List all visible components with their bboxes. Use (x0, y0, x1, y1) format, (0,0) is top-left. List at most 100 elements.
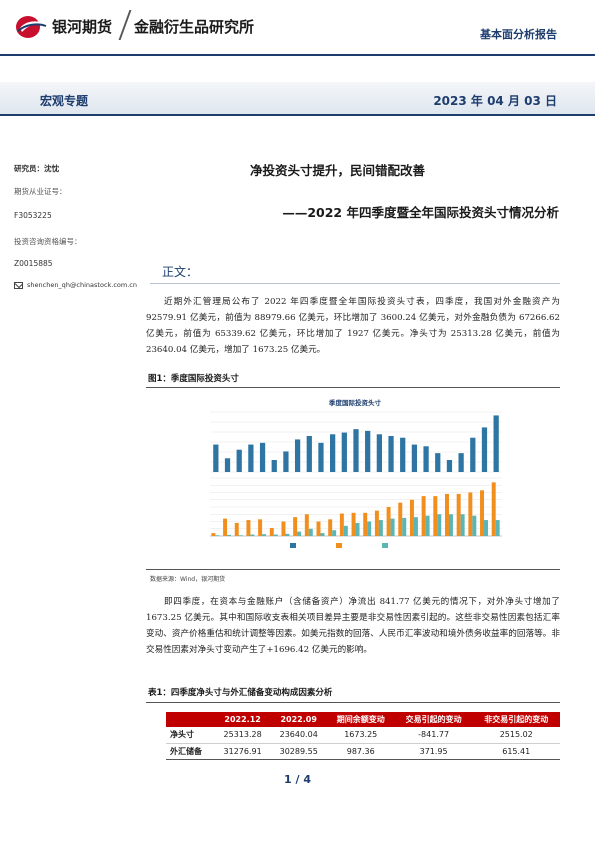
table-1-title: 表1：四季度净头寸与外汇储备变动构成因素分析 (148, 688, 333, 698)
table-row: 净头寸 25313.28 23640.04 1673.25 -841.77 25… (166, 727, 560, 744)
paragraph-2: 即四季度，在资本与金融账户（含储备资产）净流出 841.77 亿美元的情况下，对… (146, 597, 560, 655)
bar-series-3 (285, 533, 290, 536)
report-title: 净投资头寸提升，民间错配改善 (250, 163, 426, 178)
bar-series-2 (339, 513, 344, 536)
page-total: 4 (303, 773, 312, 786)
table-1-rule (146, 702, 560, 703)
bar-series-3 (460, 514, 465, 536)
bar-net-position (481, 427, 488, 472)
bar-series-2 (468, 492, 473, 536)
table-cell: 31276.91 (214, 743, 271, 760)
brand-name: 银河期货 (52, 18, 113, 36)
figure-1-title: 图1：季度国际投资头寸 (148, 374, 239, 384)
bar-series-2 (328, 519, 333, 536)
institute-name: 金融衍生品研究所 (134, 18, 255, 36)
bar-series-3 (413, 517, 418, 536)
legend-swatch (336, 543, 342, 548)
table-header-row: 2022.12 2022.09 期间余额变动 交易引起的变动 非交易引起的变动 (166, 712, 560, 727)
bar-net-position (446, 460, 453, 472)
bar-series-3 (343, 525, 348, 536)
bar-series-2 (433, 496, 438, 536)
bar-series-2 (304, 514, 309, 536)
page-separator: / (295, 773, 300, 786)
investment-qualification-number: Z0015885 (14, 259, 53, 268)
bar-series-3 (390, 518, 395, 536)
figure-1-rule (146, 387, 560, 388)
bar-series-3 (250, 534, 255, 536)
top-panel-bars (213, 415, 499, 472)
analyst-name: 研究员：沈忱 (14, 164, 59, 173)
bar-series-2 (398, 502, 403, 536)
bar-net-position (458, 453, 464, 472)
report-subtitle: ——2022 年四季度暨全年国际投资头寸情况分析 (282, 205, 559, 220)
bar-series-3 (484, 520, 488, 536)
bar-net-position (376, 434, 382, 472)
bar-series-3 (215, 535, 220, 536)
bar-series-3 (448, 514, 453, 536)
bar-net-position (318, 442, 324, 472)
bar-net-position (435, 453, 441, 472)
table-cell: 2515.02 (472, 727, 560, 744)
header-rule (0, 54, 595, 56)
bar-net-position (423, 446, 429, 472)
legend-swatch (382, 543, 388, 548)
bar-series-2 (386, 507, 391, 536)
table-row-label: 净头寸 (166, 727, 215, 744)
bar-series-3 (308, 528, 313, 536)
bar-series-2 (223, 518, 228, 536)
bar-series-3 (402, 517, 407, 536)
table-row-label: 外汇储备 (166, 743, 215, 760)
bar-net-position (236, 449, 242, 472)
bar-series-2 (363, 512, 368, 536)
bar-series-3 (378, 520, 383, 536)
table-cell: 615.41 (472, 743, 560, 760)
table-cell: 371.95 (394, 743, 473, 760)
bar-series-3 (238, 535, 243, 536)
table-cell: 25313.28 (214, 727, 271, 744)
table-header-cell: 2022.12 (214, 712, 271, 727)
chart-title: 季度国际投资头寸 (328, 398, 382, 407)
bar-series-3 (495, 520, 500, 536)
table-cell: 30289.55 (270, 743, 327, 760)
table-header-cell (166, 712, 215, 727)
bar-series-2 (234, 522, 239, 536)
bar-net-position (365, 430, 371, 472)
bar-series-3 (320, 533, 325, 536)
table-header-cell: 2022.09 (270, 712, 327, 727)
bar-net-position (341, 432, 347, 472)
qualification-number: F3053225 (14, 211, 52, 220)
bar-series-2 (211, 533, 216, 536)
bar-series-2 (351, 512, 356, 536)
legend-swatch (290, 543, 296, 548)
section-label: 宏观专题 (40, 94, 89, 108)
bar-series-3 (355, 522, 360, 536)
chart-grid (210, 411, 502, 537)
analyst-email[interactable]: shenchen_qh@chinastock.com.cn (27, 281, 137, 289)
bar-net-position (330, 434, 336, 472)
bar-series-2 (456, 493, 461, 536)
bar-net-position (224, 458, 231, 472)
bar-net-position (470, 437, 476, 472)
bar-series-2 (409, 499, 414, 536)
bar-net-position (493, 415, 499, 472)
bar-series-2 (316, 521, 321, 536)
figure-1-source-rule (146, 569, 560, 570)
table-cell: 987.36 (326, 743, 395, 760)
heading-divider (150, 283, 560, 284)
qualification-label: 期货从业证号： (14, 187, 67, 196)
bar-series-2 (445, 493, 449, 536)
table-header-cell: 交易引起的变动 (394, 712, 473, 727)
table-header-cell: 非交易引起的变动 (472, 712, 560, 727)
bar-series-2 (258, 519, 263, 536)
bar-net-position (283, 451, 289, 472)
bar-series-3 (472, 515, 477, 536)
bar-series-3 (437, 514, 442, 536)
bar-net-position (306, 436, 312, 472)
bar-series-3 (262, 534, 267, 536)
bar-series-3 (367, 521, 372, 536)
bar-net-position (400, 437, 406, 472)
bar-net-position (388, 436, 394, 472)
body-heading: 正文： (162, 265, 199, 279)
page-current: 1 (283, 773, 292, 786)
page-number: 1 / 4 (0, 773, 595, 786)
